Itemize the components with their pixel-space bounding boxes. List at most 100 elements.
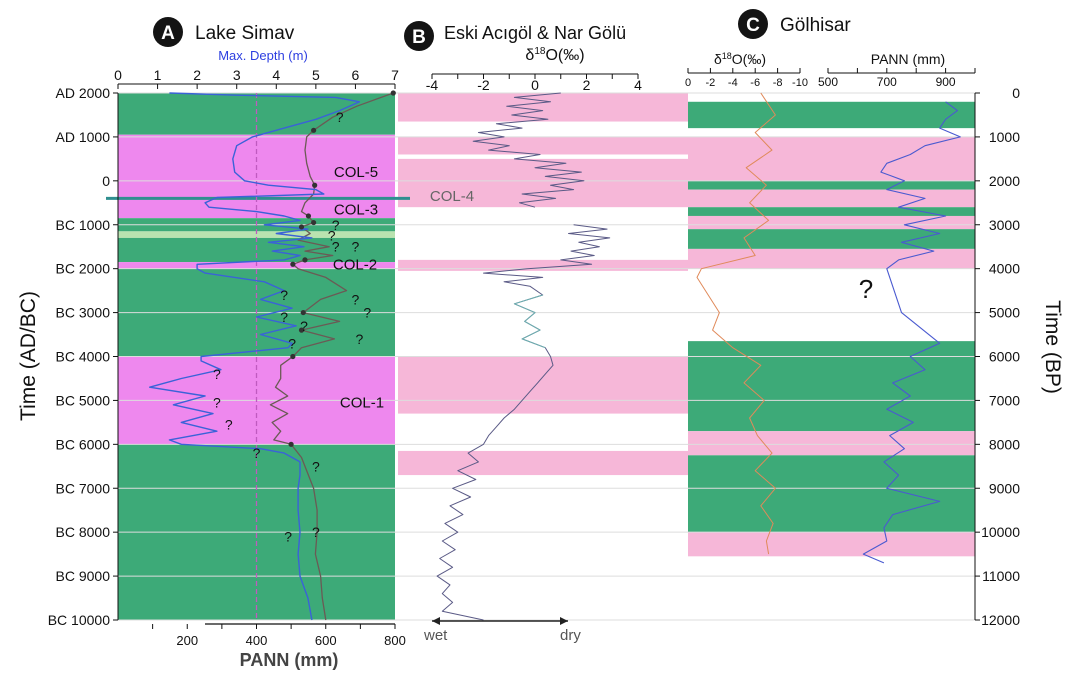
panel-b-d18o-label: δ18O(‰) bbox=[525, 46, 584, 64]
axes-layer: 0 1 2 3 4 5 6 7 200 4 0 0 600 800 AD 2000 AD 1000 0 BC 10… bbox=[48, 67, 1020, 648]
panel-c-d18o-tick-label: -10 bbox=[792, 77, 808, 89]
panel-c-band-dry bbox=[688, 431, 975, 456]
panel-c-band-dry bbox=[688, 215, 975, 230]
panel-c-band-wet bbox=[688, 207, 975, 216]
annotation-layer: ?????????????????? ? COL-5 COL-4 COL-3 COL-2 C… bbox=[213, 90, 474, 545]
panel-c-header: C Gölhisar δ18O(‰) PANN (mm) ? bbox=[714, 9, 945, 304]
panel-a-band-wet_light bbox=[118, 231, 395, 238]
col-label-col-5: COL-5 bbox=[334, 164, 378, 181]
uncertainty-mark: ? bbox=[225, 417, 233, 433]
left-y-tick-label: BC 10000 bbox=[48, 612, 110, 628]
panel-c-band-wet bbox=[688, 455, 975, 533]
panel-b-tick-label: 4 bbox=[634, 77, 642, 93]
left-y-tick-label: AD 1000 bbox=[56, 129, 111, 145]
panel-b-header: B Eski Acıgöl & Nar Gölü δ18O(‰) wet dry bbox=[404, 21, 626, 644]
panel-a-depth-series bbox=[148, 92, 361, 621]
panel-b-band-dry bbox=[398, 93, 688, 122]
panel-a-depth-axis-label: Max. Depth (m) bbox=[218, 48, 308, 63]
uncertainty-mark: ? bbox=[355, 331, 363, 347]
panel-c-d18o-tick-label: -4 bbox=[728, 77, 738, 89]
pann-data-dot bbox=[302, 257, 308, 263]
panel-c-band-dry bbox=[688, 532, 975, 557]
y-axis-right-title: Time (BP) bbox=[1041, 300, 1064, 394]
uncertainty-mark: ? bbox=[352, 239, 360, 255]
panel-a-top-tick-label: 1 bbox=[154, 67, 162, 83]
grid-layer bbox=[118, 92, 975, 621]
panel-a-top-tick-label: 0 bbox=[114, 67, 122, 83]
right-y-tick-label: 3000 bbox=[989, 217, 1020, 233]
pann-data-dot bbox=[288, 441, 294, 447]
pann-data-dot bbox=[290, 353, 296, 360]
pann-data-dot bbox=[312, 182, 318, 188]
series-layer bbox=[148, 92, 961, 621]
uncertainty-mark: ? bbox=[300, 318, 308, 334]
y-axis-left-title: Time (AD/BC) bbox=[17, 291, 40, 421]
pann-data-dot bbox=[305, 213, 312, 219]
panel-c-band-dry bbox=[688, 136, 975, 181]
panel-a-bottom-tick-label: 200 bbox=[176, 633, 198, 648]
col-label-col-2: COL-2 bbox=[333, 256, 377, 273]
pann-data-dot bbox=[311, 219, 317, 226]
panel-c-d18o-tick-label: -6 bbox=[750, 77, 760, 89]
right-y-tick-label: 8000 bbox=[989, 436, 1020, 452]
panel-b-band-dry bbox=[398, 356, 688, 414]
panel-c-band-wet bbox=[688, 101, 975, 129]
panel-a-top-tick-label: 5 bbox=[312, 67, 320, 83]
panel-a-bottom-tick-label: 600 bbox=[315, 633, 337, 648]
panel-b-badge-letter: B bbox=[412, 27, 426, 48]
left-y-tick-label: BC 3000 bbox=[56, 305, 111, 321]
panel-c-band-dry bbox=[688, 189, 975, 208]
panel-c-pann-tick-label: 900 bbox=[936, 75, 956, 89]
panel-b-tick-label: 0 bbox=[531, 77, 539, 93]
left-y-tick-label: BC 6000 bbox=[56, 436, 111, 452]
left-y-tick-label: BC 4000 bbox=[56, 349, 111, 365]
panel-a-top-tick-label: 7 bbox=[391, 67, 399, 83]
uncertainty-mark: ? bbox=[312, 524, 320, 540]
uncertainty-mark: ? bbox=[336, 109, 344, 125]
wet-dry-arrow bbox=[432, 617, 568, 625]
uncertainty-mark: ? bbox=[280, 287, 288, 303]
left-y-tick-label: AD 2000 bbox=[56, 85, 111, 101]
pann-data-dot bbox=[311, 127, 317, 133]
panel-b-nar-series bbox=[472, 92, 585, 208]
panel-b-tick-label: -4 bbox=[426, 77, 439, 93]
left-y-tick-label: BC 2000 bbox=[56, 261, 111, 277]
uncertainty-mark: ? bbox=[288, 335, 296, 351]
right-y-tick-label: 7000 bbox=[989, 392, 1020, 408]
panel-a-top-tick-label: 3 bbox=[233, 67, 241, 83]
panel-a-bottom-tick-label: 800 bbox=[384, 633, 406, 648]
pann-data-dot bbox=[300, 309, 306, 316]
pann-data-dot bbox=[390, 90, 396, 96]
panel-c-band-wet bbox=[688, 341, 975, 432]
panel-a-top-tick-label: 4 bbox=[272, 67, 280, 83]
col-label-col-4: COL-4 bbox=[430, 188, 474, 205]
uncertainty-mark: ? bbox=[363, 305, 371, 321]
panel-a-top-tick-label: 6 bbox=[352, 67, 360, 83]
panel-c-badge bbox=[738, 9, 768, 39]
uncertainty-mark: ? bbox=[332, 239, 340, 255]
left-y-tick-label: 0 bbox=[102, 173, 110, 189]
panel-c-d18o-tick-label: 0 bbox=[685, 77, 691, 89]
panel-c-d18o-tick-label: -8 bbox=[773, 77, 783, 89]
col-label-col-3: COL-3 bbox=[334, 201, 378, 218]
panel-c-pann-tick-label: 500 bbox=[818, 75, 838, 89]
panel-b-badge bbox=[404, 21, 434, 51]
left-y-tick-label: BC 7000 bbox=[56, 480, 111, 496]
panel-c-title: Gölhisar bbox=[780, 15, 851, 36]
panel-c-d18o-tick-label: -2 bbox=[706, 77, 716, 89]
right-y-tick-label: 6000 bbox=[989, 349, 1020, 365]
panel-a-top-tick-label: 2 bbox=[193, 67, 201, 83]
panel-b-dry-label: dry bbox=[560, 627, 581, 644]
panel-c-band-wet bbox=[688, 180, 975, 190]
pann-data-dot bbox=[290, 261, 296, 267]
panel-b-acigol-series bbox=[436, 224, 611, 621]
left-y-tick-label: BC 8000 bbox=[56, 524, 111, 540]
panel-b-band-dry bbox=[398, 136, 688, 155]
panel-c-pann-tick-label: 700 bbox=[877, 75, 897, 89]
panel-c-d18o-label: δ18O(‰) bbox=[714, 51, 766, 67]
panel-a-title: Lake Simav bbox=[195, 23, 295, 44]
left-y-tick-label: BC 1000 bbox=[56, 217, 111, 233]
panel-c-band-dry bbox=[688, 248, 975, 269]
right-y-tick-label: 5000 bbox=[989, 305, 1020, 321]
